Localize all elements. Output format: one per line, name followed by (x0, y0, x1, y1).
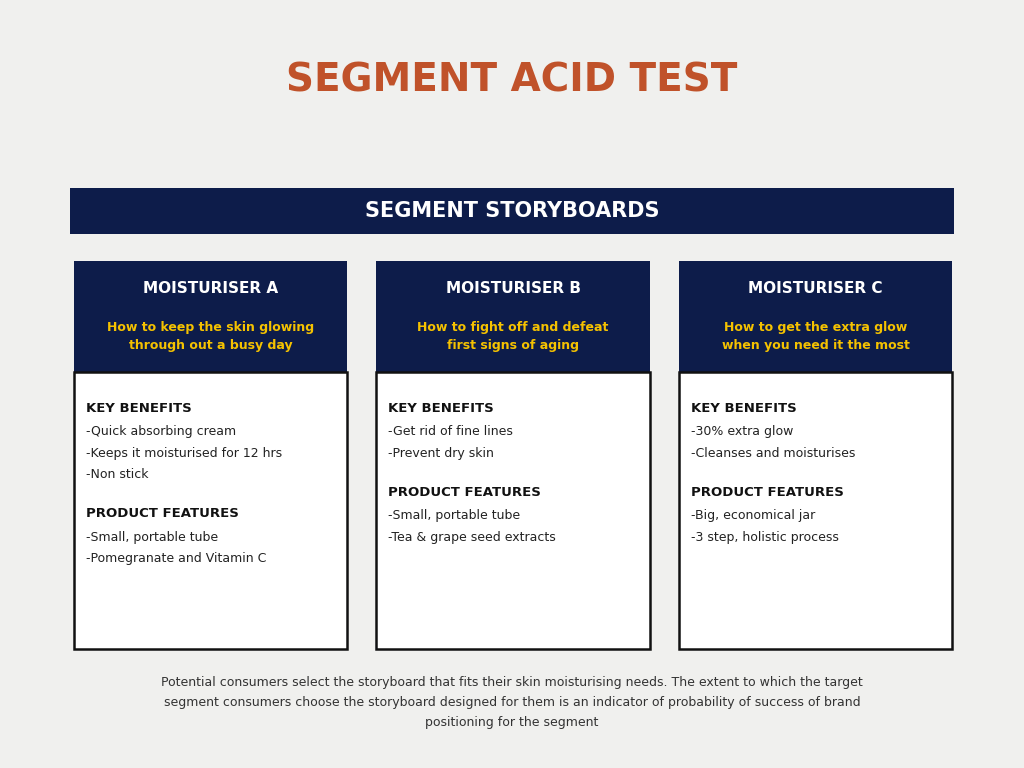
Text: -Quick absorbing cream: -Quick absorbing cream (86, 425, 237, 439)
Text: MOISTURISER B: MOISTURISER B (445, 281, 581, 296)
Bar (74, 261, 347, 372)
Text: How to fight off and defeat
first signs of aging: How to fight off and defeat first signs … (418, 321, 608, 353)
Text: SEGMENT ACID TEST: SEGMENT ACID TEST (287, 61, 737, 100)
Text: -Small, portable tube: -Small, portable tube (388, 509, 520, 522)
Text: KEY BENEFITS: KEY BENEFITS (388, 402, 495, 415)
Text: -Get rid of fine lines: -Get rid of fine lines (388, 425, 513, 439)
Text: -3 step, holistic process: -3 step, holistic process (691, 531, 839, 544)
Bar (679, 261, 952, 372)
Text: -Big, economical jar: -Big, economical jar (691, 509, 815, 522)
Text: How to get the extra glow
when you need it the most: How to get the extra glow when you need … (722, 321, 909, 353)
Bar (376, 261, 650, 372)
Text: MOISTURISER C: MOISTURISER C (749, 281, 883, 296)
Text: -Keeps it moisturised for 12 hrs: -Keeps it moisturised for 12 hrs (86, 447, 283, 460)
Text: MOISTURISER A: MOISTURISER A (143, 281, 279, 296)
Text: PRODUCT FEATURES: PRODUCT FEATURES (691, 485, 844, 498)
Bar (74, 372, 347, 649)
Bar (376, 372, 650, 649)
Text: PRODUCT FEATURES: PRODUCT FEATURES (388, 485, 542, 498)
Text: -30% extra glow: -30% extra glow (691, 425, 794, 439)
Text: -Pomegranate and Vitamin C: -Pomegranate and Vitamin C (86, 552, 266, 565)
Text: -Tea & grape seed extracts: -Tea & grape seed extracts (388, 531, 556, 544)
Text: PRODUCT FEATURES: PRODUCT FEATURES (86, 507, 239, 520)
Text: -Cleanses and moisturises: -Cleanses and moisturises (691, 447, 855, 460)
Text: -Small, portable tube: -Small, portable tube (86, 531, 218, 544)
Text: -Non stick: -Non stick (86, 468, 148, 482)
Text: How to keep the skin glowing
through out a busy day: How to keep the skin glowing through out… (108, 321, 314, 353)
Text: KEY BENEFITS: KEY BENEFITS (86, 402, 191, 415)
Text: -Prevent dry skin: -Prevent dry skin (388, 447, 495, 460)
Bar (679, 372, 952, 649)
Bar (70, 188, 954, 234)
Text: KEY BENEFITS: KEY BENEFITS (691, 402, 797, 415)
Text: Potential consumers select the storyboard that fits their skin moisturising need: Potential consumers select the storyboar… (161, 676, 863, 730)
Text: SEGMENT STORYBOARDS: SEGMENT STORYBOARDS (365, 201, 659, 221)
